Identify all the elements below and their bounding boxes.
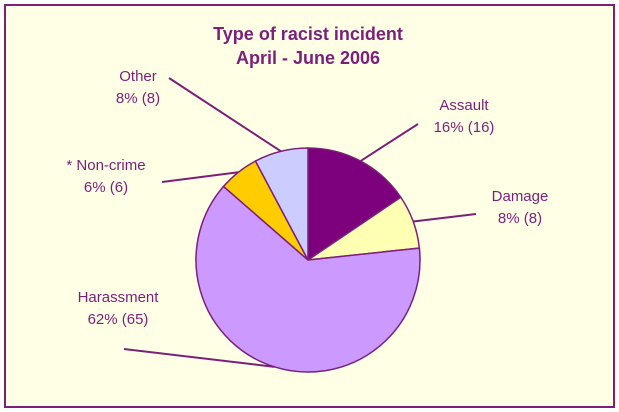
label-harassment-name: Harassment xyxy=(78,289,160,306)
label-harassment-value: 62% (65) xyxy=(88,311,149,328)
label-non-crime-name: * Non-crime xyxy=(66,157,145,174)
slice-other xyxy=(254,147,309,261)
label-damage-name: Damage xyxy=(492,188,549,205)
chart-frame: Type of racist incident April - June 200… xyxy=(4,4,615,408)
label-non-crime-value: 6% (6) xyxy=(84,179,128,196)
leader-line-assault xyxy=(359,123,419,162)
leader-line-harassment xyxy=(123,348,275,368)
label-damage-value: 8% (8) xyxy=(498,210,542,227)
chart-title-line-1: Type of racist incident xyxy=(213,24,403,44)
pie-chart: Type of racist incident April - June 200… xyxy=(66,24,549,373)
slice-harassment xyxy=(195,185,421,373)
pie-slices xyxy=(195,147,421,373)
chart-title-line-2: April - June 2006 xyxy=(236,48,380,68)
label-assault-name: Assault xyxy=(439,97,489,114)
slice-assault xyxy=(307,147,402,262)
label-other-value: 8% (8) xyxy=(116,90,160,107)
leader-lines xyxy=(123,77,477,368)
leader-line-other xyxy=(168,77,282,153)
leader-line-damage xyxy=(413,213,477,223)
label-assault-value: 16% (16) xyxy=(434,119,495,136)
label-other-name: Other xyxy=(119,68,157,85)
leader-line-noncrime xyxy=(161,171,239,183)
